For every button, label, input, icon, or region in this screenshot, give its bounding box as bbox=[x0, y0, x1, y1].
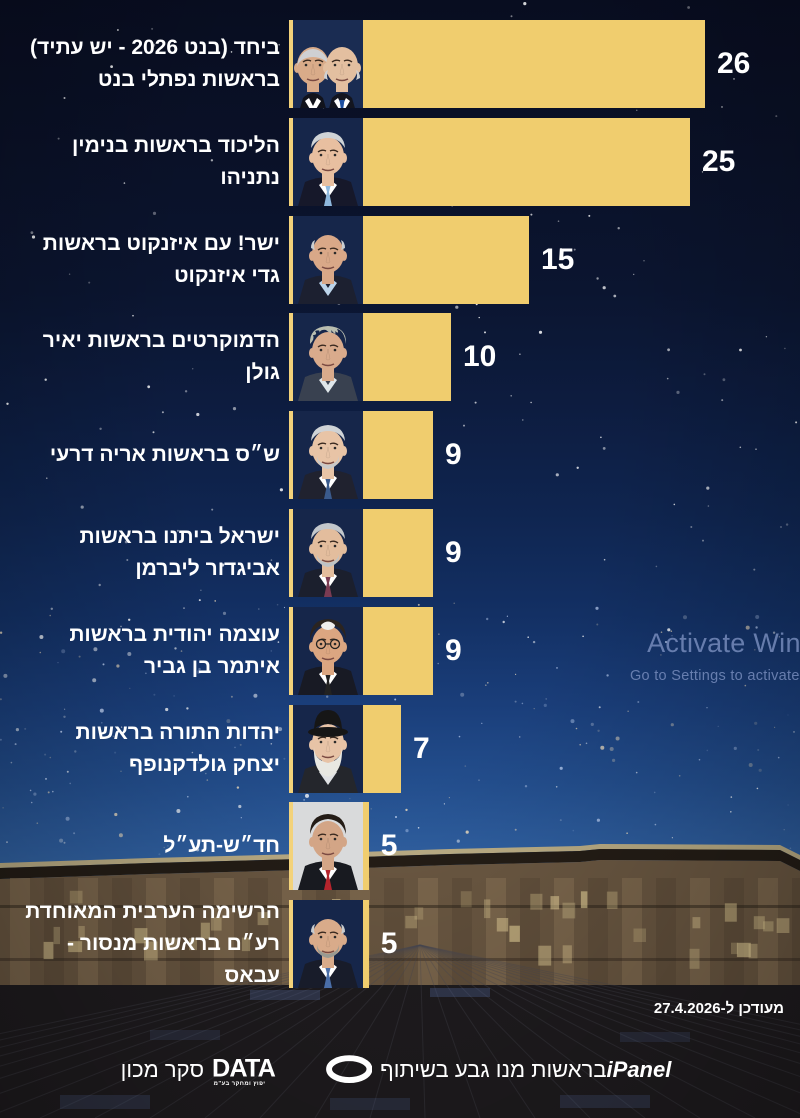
svg-text:DATA: DATA bbox=[212, 1055, 276, 1083]
svg-text:יפוץ ומחקר בע"מ: יפוץ ומחקר בע"מ bbox=[214, 1081, 266, 1087]
